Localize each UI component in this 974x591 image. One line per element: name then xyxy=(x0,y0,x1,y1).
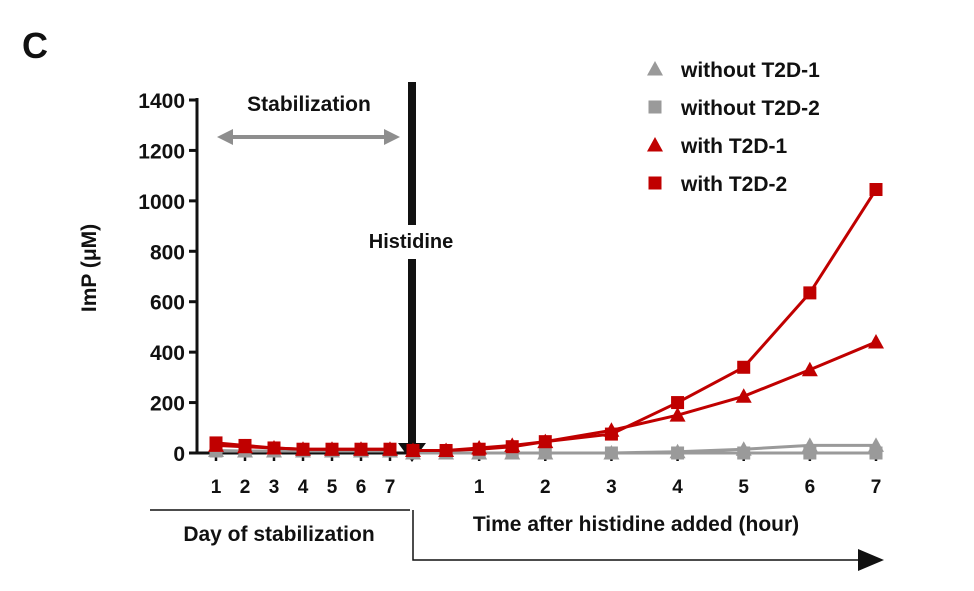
time-tick-label: 5 xyxy=(738,477,749,498)
time-tick-label: 7 xyxy=(871,477,882,498)
y-tick-label: 1000 xyxy=(138,191,185,214)
data-point xyxy=(354,442,368,456)
data-point xyxy=(383,442,397,456)
legend-label: with T2D-2 xyxy=(680,173,787,196)
series-line-time xyxy=(413,188,878,452)
y-tick-label: 0 xyxy=(173,443,185,466)
y-axis-label: ImP (μM) xyxy=(78,224,101,312)
legend-label: without T2D-2 xyxy=(680,97,820,120)
legend-marker xyxy=(648,176,662,190)
legend-label: without T2D-1 xyxy=(680,59,820,82)
legend-marker xyxy=(647,61,663,76)
time-arrow-head xyxy=(858,549,884,571)
data-point xyxy=(735,388,752,403)
time-tick-label: 1 xyxy=(474,477,485,498)
y-tick-label: 1200 xyxy=(138,140,185,163)
data-point xyxy=(406,443,420,457)
data-point xyxy=(238,438,252,452)
data-point xyxy=(209,436,223,450)
stabilization-arrow-right-head xyxy=(384,129,400,145)
day-tick-label: 4 xyxy=(298,477,309,498)
day-tick-label: 5 xyxy=(327,477,338,498)
data-point xyxy=(604,446,618,460)
data-point xyxy=(472,442,486,456)
data-point xyxy=(869,183,883,197)
data-point xyxy=(801,361,818,377)
series-4 xyxy=(209,183,883,457)
data-point xyxy=(737,360,751,374)
day-tick-label: 3 xyxy=(269,477,280,498)
series-line-time xyxy=(413,340,877,452)
data-point xyxy=(538,446,552,460)
data-point xyxy=(868,334,884,349)
y-tick-label: 400 xyxy=(150,342,185,365)
time-tick-label: 4 xyxy=(672,477,683,498)
data-point xyxy=(869,446,883,460)
data-point xyxy=(671,396,685,410)
legend-marker xyxy=(647,137,663,152)
time-tick-label: 6 xyxy=(805,477,816,498)
stabilization-arrow-left-head xyxy=(217,129,233,145)
histidine-label-bg xyxy=(352,225,470,259)
time-tick-label: 3 xyxy=(606,477,617,498)
data-point xyxy=(737,446,751,460)
data-point xyxy=(803,286,817,300)
day-tick-label: 7 xyxy=(385,477,396,498)
data-point xyxy=(671,446,685,460)
y-tick-label: 200 xyxy=(150,393,185,416)
legend-marker xyxy=(648,100,662,114)
time-arrow-line xyxy=(412,510,862,561)
day-tick-label: 6 xyxy=(356,477,367,498)
day-tick-label: 2 xyxy=(240,477,251,498)
time-tick-label: 2 xyxy=(540,477,551,498)
legend-label: with T2D-1 xyxy=(680,135,787,158)
day-tick-label: 1 xyxy=(211,477,222,498)
panel-label: C xyxy=(22,25,48,66)
day-axis-label: Day of stabilization xyxy=(183,523,374,546)
histidine-line xyxy=(408,82,416,453)
y-tick-label: 1400 xyxy=(138,90,185,113)
histidine-label: Histidine xyxy=(369,231,453,253)
y-tick-label: 800 xyxy=(150,241,185,264)
time-axis-label: Time after histidine added (hour) xyxy=(473,513,799,536)
y-tick-label: 600 xyxy=(150,292,185,315)
data-point xyxy=(325,442,339,456)
data-point xyxy=(803,446,817,460)
data-point xyxy=(604,427,618,441)
data-point xyxy=(439,443,453,457)
data-point xyxy=(296,442,310,456)
data-point xyxy=(669,407,686,422)
data-point xyxy=(505,440,519,454)
stabilization-label: Stabilization xyxy=(247,93,371,116)
data-point xyxy=(267,441,281,455)
data-point xyxy=(538,435,552,449)
